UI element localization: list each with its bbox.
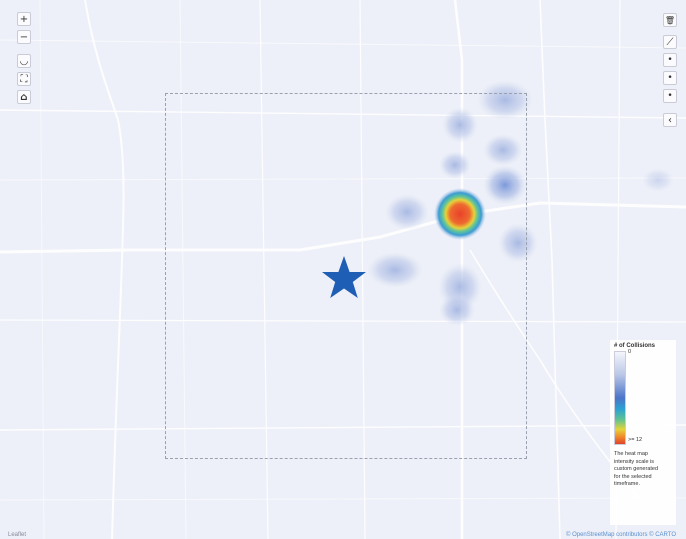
point-icon-3[interactable]: • <box>663 89 677 103</box>
legend-title: # of Collisions <box>614 343 656 349</box>
legend-max-label: >= 12 <box>628 437 643 443</box>
attribution-osm[interactable]: © OpenStreetMap contributors © CARTO <box>566 532 676 538</box>
attribution-osm-text[interactable]: © OpenStreetMap contributors © CARTO <box>566 532 676 538</box>
location-star-icon[interactable] <box>322 256 366 298</box>
ruler-icon[interactable]: ⟋ <box>663 35 677 49</box>
legend-note: The heat map intensity scale is custom g… <box>614 451 659 487</box>
area-of-interest-boundary[interactable] <box>165 93 527 459</box>
chevron-icon[interactable]: ‹ <box>663 113 677 127</box>
point-icon-2[interactable]: • <box>663 71 677 85</box>
map-controls-right: 🗑 ⟋ • • • ‹ <box>663 13 677 127</box>
home-icon[interactable]: ⌂ <box>17 90 31 104</box>
legend-scale: 0 >= 12 <box>614 349 672 445</box>
map-controls-left: + − ◡ ⛶ ⌂ <box>17 12 31 104</box>
legend-min-label: 0 <box>628 349 632 355</box>
trash-icon[interactable]: 🗑 <box>663 13 677 27</box>
layers-icon[interactable]: ◡ <box>17 54 31 68</box>
heatmap-layer <box>367 80 674 326</box>
legend-color-ramp <box>614 351 626 445</box>
point-icon[interactable]: • <box>663 53 677 67</box>
attribution-leaflet[interactable]: Leaflet <box>8 532 27 538</box>
zoom-in-button[interactable]: + <box>17 12 31 26</box>
fullscreen-icon[interactable]: ⛶ <box>17 72 31 86</box>
heatmap-legend: # of Collisions 0 >= 12 The heat map int… <box>610 340 676 525</box>
zoom-out-button[interactable]: − <box>17 30 31 44</box>
